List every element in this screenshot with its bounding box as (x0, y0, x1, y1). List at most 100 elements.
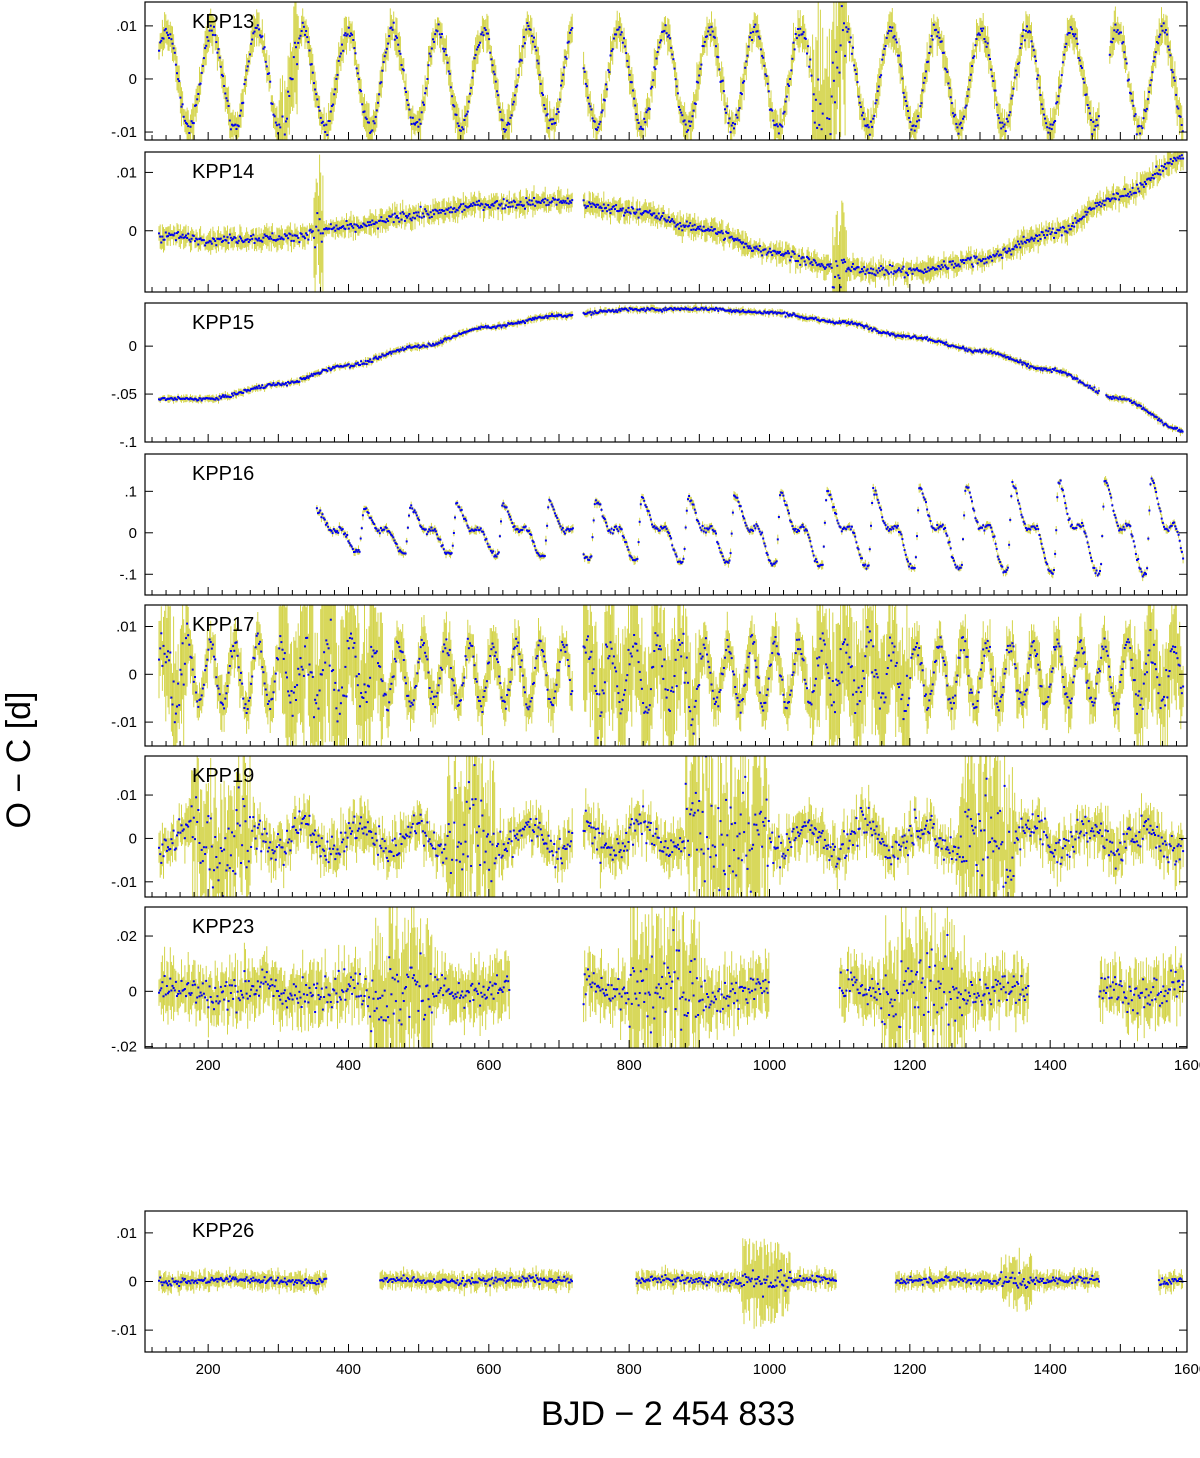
data-point (680, 111, 683, 114)
data-point (918, 487, 921, 490)
data-point (731, 310, 734, 312)
data-point (1060, 74, 1063, 77)
data-point (1072, 222, 1074, 225)
data-point (716, 307, 719, 310)
data-point (286, 234, 288, 237)
data-point (966, 655, 969, 658)
data-point (1137, 187, 1140, 190)
data-point (286, 676, 288, 679)
data-point (660, 216, 662, 219)
data-point (767, 312, 770, 315)
data-point (993, 89, 996, 92)
data-point (690, 120, 693, 123)
data-point (614, 33, 616, 36)
data-point (354, 230, 357, 233)
data-point (519, 529, 522, 532)
data-point (359, 364, 361, 366)
data-point (513, 322, 516, 325)
data-point (593, 120, 596, 123)
data-point (602, 309, 605, 312)
data-point (385, 47, 388, 50)
data-point (1139, 404, 1141, 407)
data-point (444, 48, 447, 51)
data-point (549, 500, 552, 503)
data-point (844, 527, 847, 530)
data-point (564, 650, 567, 653)
data-point (1157, 42, 1160, 45)
data-point (832, 701, 835, 704)
data-point (355, 836, 358, 839)
data-point (1035, 368, 1037, 370)
data-point (786, 701, 789, 704)
data-point (376, 530, 379, 533)
data-point (889, 264, 891, 266)
data-point (917, 269, 920, 272)
data-point (336, 720, 339, 723)
data-point (1149, 483, 1152, 486)
data-point (859, 324, 862, 327)
data-point (986, 42, 989, 45)
data-point (647, 211, 650, 214)
data-point (383, 55, 386, 58)
data-point (1081, 522, 1083, 524)
data-point (391, 28, 394, 31)
data-point (283, 850, 286, 853)
data-point (1035, 234, 1037, 237)
data-point (745, 60, 748, 63)
data-point (247, 60, 250, 63)
data-point (259, 819, 262, 822)
data-point (332, 847, 335, 850)
data-point (522, 36, 525, 39)
data-point (673, 221, 676, 224)
data-point (476, 203, 479, 206)
data-point (433, 344, 436, 347)
data-point (269, 235, 272, 238)
data-point (414, 511, 417, 514)
data-point (407, 103, 410, 106)
data-point (326, 134, 329, 136)
data-point (170, 396, 173, 399)
data-point (252, 816, 255, 819)
data-point (589, 105, 592, 108)
data-point (725, 649, 728, 652)
data-point (776, 538, 779, 541)
data-point (1119, 680, 1122, 683)
data-point (538, 315, 541, 318)
data-point (385, 218, 388, 221)
data-point (1004, 571, 1007, 573)
data-point (548, 698, 551, 700)
data-point (847, 266, 850, 269)
data-point (1154, 51, 1157, 54)
data-point (270, 237, 273, 240)
data-point (825, 320, 828, 323)
data-point (763, 542, 766, 545)
data-point (691, 503, 694, 506)
data-point (941, 341, 944, 344)
data-point (462, 128, 465, 131)
data-point (240, 391, 242, 394)
data-point (458, 205, 461, 208)
data-point (211, 237, 214, 240)
data-point (788, 84, 790, 87)
data-point (231, 831, 233, 834)
data-point (489, 51, 492, 54)
data-point (730, 657, 733, 660)
data-point (243, 240, 246, 243)
data-point (598, 123, 601, 126)
data-point (919, 663, 922, 666)
data-point (777, 516, 780, 518)
data-point (643, 711, 646, 714)
data-point (390, 352, 393, 355)
data-point (291, 714, 294, 717)
data-point (183, 662, 186, 665)
data-point (299, 377, 302, 379)
data-point (982, 258, 985, 260)
data-point (758, 245, 761, 247)
data-point (461, 126, 464, 129)
data-point (256, 239, 259, 242)
data-point (1128, 400, 1131, 402)
data-point (483, 326, 486, 329)
data-point (268, 383, 271, 385)
data-point (983, 38, 986, 40)
data-point (646, 211, 649, 214)
